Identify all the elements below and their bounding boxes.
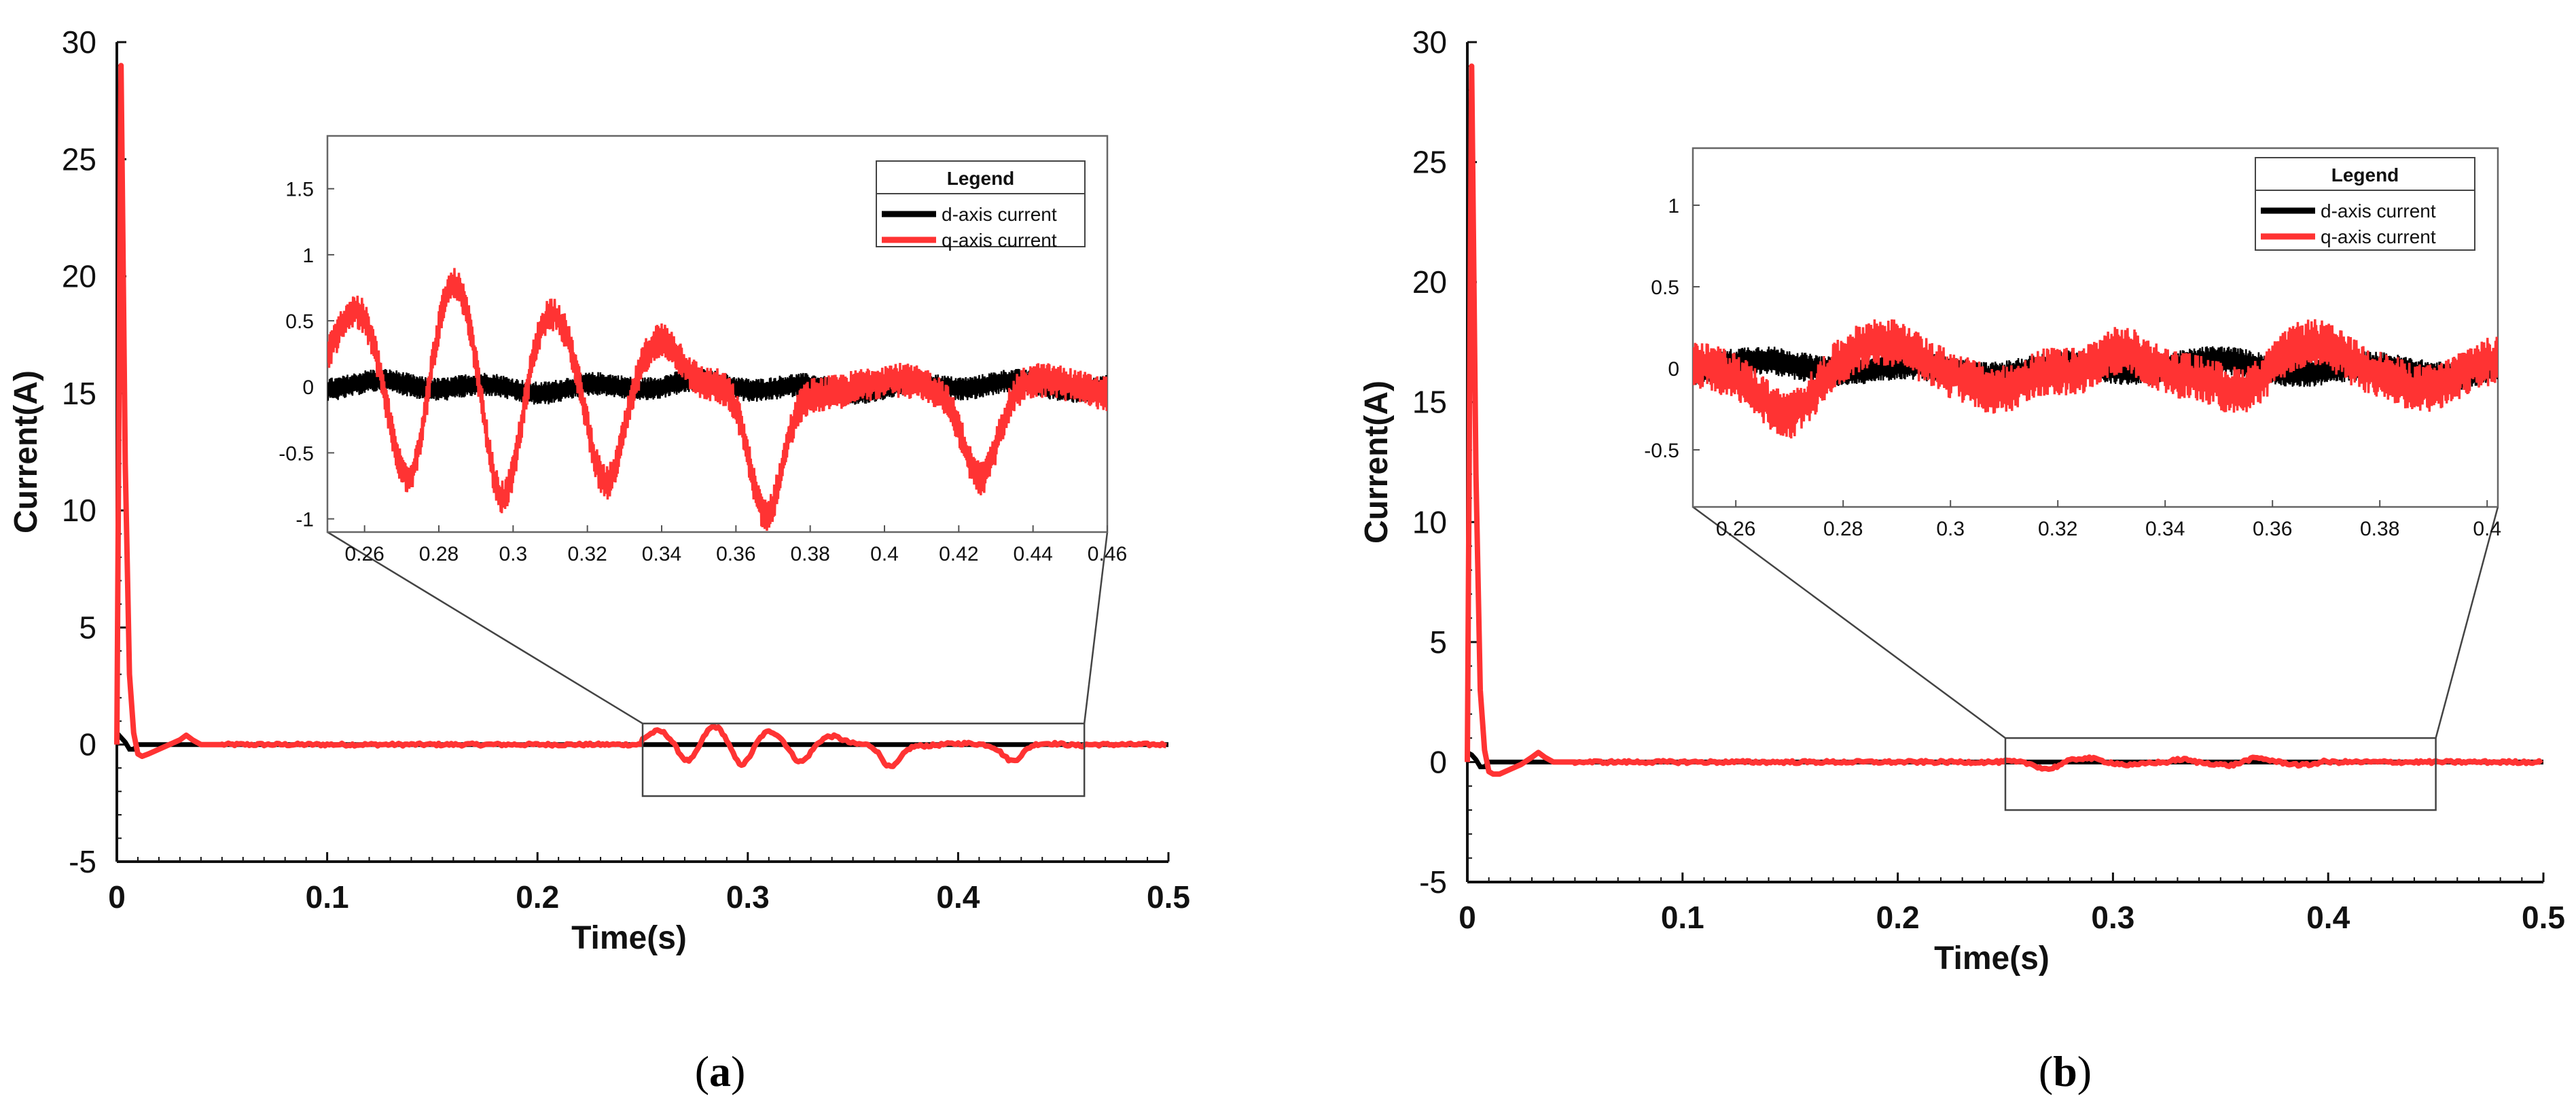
y-tick-label: 20 bbox=[1412, 264, 1447, 300]
inset-x-tick-label: 0.34 bbox=[642, 543, 681, 565]
inset-y-tick-label: -1 bbox=[296, 509, 314, 531]
zoom-connector-left bbox=[1692, 506, 2006, 739]
x-tick-label: 0.2 bbox=[516, 879, 559, 915]
x-tick-label: 0.3 bbox=[726, 879, 770, 915]
x-tick-label: 0.5 bbox=[1147, 879, 1190, 915]
x-tick-label: 0.4 bbox=[936, 879, 980, 915]
y-tick-label: 20 bbox=[62, 259, 96, 294]
y-tick-label: 10 bbox=[62, 493, 96, 528]
inset-x-tick-label: 0.46 bbox=[1088, 543, 1127, 565]
y-tick-label: 5 bbox=[79, 610, 96, 645]
y-tick-label: 25 bbox=[1412, 145, 1447, 180]
inset-x-tick-label: 0.32 bbox=[2038, 518, 2077, 540]
inset-x-tick-label: 0.32 bbox=[567, 543, 607, 565]
y-tick-label: 15 bbox=[62, 376, 96, 411]
y-tick-label: 15 bbox=[1412, 385, 1447, 420]
inset-y-tick-label: 0.5 bbox=[285, 311, 314, 333]
inset-x-tick-label: 0.34 bbox=[2145, 518, 2185, 540]
zoom-region-box bbox=[641, 722, 1086, 797]
x-axis-label: Time(s) bbox=[571, 920, 687, 956]
caption-letter: a bbox=[709, 1047, 731, 1095]
inset-y-tick-label: 0 bbox=[1668, 358, 1679, 381]
inset-x-tick-label: 0.44 bbox=[1013, 543, 1052, 565]
x-tick-label: 0 bbox=[108, 879, 126, 915]
zoom-connector-right bbox=[2435, 506, 2499, 739]
inset-y-tick-label: 1 bbox=[1668, 195, 1679, 217]
y-tick-label: -5 bbox=[1419, 864, 1447, 900]
x-tick-label: 0.4 bbox=[2306, 900, 2350, 935]
x-tick-label: 0.3 bbox=[2091, 900, 2134, 935]
legend-title: Legend bbox=[2331, 164, 2399, 186]
y-axis-label: Current(A) bbox=[1359, 381, 1395, 544]
zoom-connector-right bbox=[1083, 531, 1109, 724]
legend-label: q-axis current bbox=[942, 230, 1057, 251]
inset-y-tick-label: 1.5 bbox=[285, 179, 314, 201]
legend-title: Legend bbox=[947, 168, 1015, 189]
series-d-axis-current bbox=[115, 731, 1168, 752]
inset-x-tick-label: 0.3 bbox=[1936, 518, 1965, 540]
y-tick-label: -5 bbox=[69, 844, 96, 879]
inset-x-tick-label: 0.3 bbox=[499, 543, 527, 565]
inset-x-tick-label: 0.28 bbox=[1823, 518, 1863, 540]
inset-x-tick-label: 0.42 bbox=[939, 543, 978, 565]
y-axis-label: Current(A) bbox=[8, 370, 44, 533]
x-axis-label: Time(s) bbox=[1934, 940, 2050, 976]
y-tick-label: 30 bbox=[62, 24, 96, 60]
x-tick-label: 0.2 bbox=[1876, 900, 1920, 935]
caption-paren-close: ) bbox=[731, 1047, 745, 1095]
inset-x-tick-label: 0.4 bbox=[2473, 518, 2501, 540]
caption-letter: b bbox=[2053, 1047, 2077, 1095]
inset-series-q-axis-current bbox=[1693, 319, 2498, 439]
inset-plot: -0.5 0 0.5 1 0.26 0.28 0.3 0.32 0.34 0.36 0.38 0.4 L… bbox=[1644, 147, 2501, 540]
inset-x-tick-label: 0.26 bbox=[344, 543, 384, 565]
inset-y-tick-label: 0.5 bbox=[1651, 277, 1679, 299]
caption-paren-open: ( bbox=[2039, 1047, 2053, 1095]
inset-x-tick-label: 0.38 bbox=[2360, 518, 2399, 540]
inset-x-tick-label: 0.36 bbox=[2253, 518, 2292, 540]
legend: Legend d-axis current q-axis current bbox=[2255, 157, 2475, 251]
x-tick-label: 0.1 bbox=[306, 879, 349, 915]
series-q-axis-current bbox=[1465, 63, 2543, 777]
zoom-region-box bbox=[2004, 737, 2437, 811]
legend-label: q-axis current bbox=[2321, 226, 2436, 247]
panel-caption: (a) bbox=[695, 1047, 746, 1095]
y-tick-label: 0 bbox=[1429, 744, 1447, 779]
legend-label: d-axis current bbox=[942, 204, 1057, 225]
legend-box bbox=[876, 160, 1086, 247]
panel-caption: (b) bbox=[2039, 1047, 2092, 1095]
inset-x-tick-label: 0.26 bbox=[1716, 518, 1755, 540]
series-d-axis-current bbox=[1466, 750, 2543, 769]
inset-plot: -1 -0.5 0 0.5 1 1.5 0.26 0.28 0.3 0.32 0.34 0.36 0.3… bbox=[279, 135, 1127, 565]
caption-paren-open: ( bbox=[695, 1047, 709, 1095]
x-tick-label: 0.5 bbox=[2522, 900, 2565, 935]
inset-y-tick-label: -0.5 bbox=[1644, 440, 1679, 462]
series-q-axis-current bbox=[114, 63, 1167, 769]
inset-y-tick-label: 0 bbox=[302, 376, 314, 399]
y-tick-label: 0 bbox=[79, 727, 96, 762]
legend: Legend d-axis current q-axis current bbox=[876, 160, 1086, 251]
inset-x-tick-label: 0.28 bbox=[419, 543, 459, 565]
inset-y-tick-label: -0.5 bbox=[279, 442, 314, 465]
y-tick-label: 5 bbox=[1429, 624, 1447, 660]
inset-series-q-axis-current bbox=[327, 268, 1107, 531]
caption-paren-close: ) bbox=[2077, 1047, 2092, 1095]
inset-x-tick-label: 0.38 bbox=[790, 543, 829, 565]
inset-x-tick-label: 0.36 bbox=[716, 543, 755, 565]
inset-x-tick-label: 0.4 bbox=[870, 543, 899, 565]
x-tick-label: 0 bbox=[1459, 900, 1476, 935]
y-tick-label: 30 bbox=[1412, 24, 1447, 60]
inset-y-tick-label: 1 bbox=[302, 245, 314, 267]
y-tick-label: 25 bbox=[62, 141, 96, 177]
legend-label: d-axis current bbox=[2321, 200, 2436, 222]
zoom-connector-left bbox=[327, 531, 643, 724]
y-tick-label: 10 bbox=[1412, 504, 1447, 540]
x-tick-label: 0.1 bbox=[1661, 900, 1704, 935]
